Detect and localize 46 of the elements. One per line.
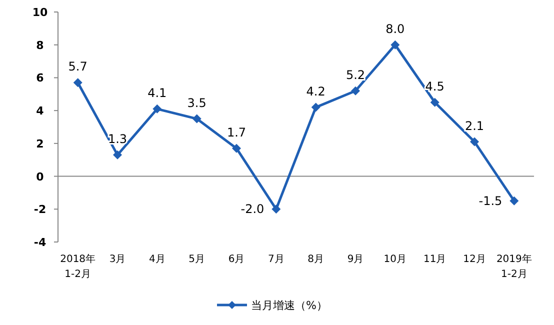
point (470, 137, 479, 146)
point (430, 98, 440, 107)
x-tick-label: 9月 (347, 254, 364, 265)
data-label: 1.3 (108, 132, 128, 146)
data-label: -2.0 (240, 202, 264, 216)
legend: 当月增速（%） (217, 299, 328, 312)
y-tick-label: -4 (34, 236, 46, 249)
y-tick-label: 4 (36, 104, 44, 118)
data-label: 1.7 (226, 125, 246, 140)
y-tick-label: 8 (36, 38, 44, 52)
y-tick-label: 0 (36, 170, 44, 184)
point (232, 144, 241, 153)
data-label: 4.5 (425, 79, 444, 94)
y-tick-label: 2 (36, 137, 44, 150)
point (272, 204, 281, 214)
point (311, 102, 320, 112)
x-tick-label: 12月 (463, 254, 486, 265)
point (390, 40, 400, 50)
x-tick-label: 3月 (109, 254, 126, 265)
point (73, 78, 82, 88)
data-label: -1.5 (478, 194, 502, 208)
data-label: 5.2 (346, 68, 366, 82)
data-label: 4.2 (306, 84, 326, 98)
x-tick-label: 8月 (308, 254, 324, 265)
data-label: 2.1 (464, 118, 484, 133)
point (152, 104, 162, 114)
x-tick-label: 10月 (384, 254, 407, 265)
y-tick-label: -2 (34, 203, 46, 216)
point (510, 196, 519, 206)
y-tick-label: 10 (32, 6, 48, 19)
x-tick-label: 7月 (268, 254, 284, 265)
data-label: 3.5 (187, 96, 206, 110)
x-tick-label: 4月 (148, 254, 166, 265)
data-label: 5.7 (68, 60, 88, 74)
point (192, 114, 202, 124)
point (113, 150, 122, 160)
data-label: 4.1 (148, 86, 167, 100)
x-tick-label: 2018年 1-2月 (60, 253, 96, 280)
point (351, 86, 360, 96)
x-tick-label: 5月 (188, 254, 206, 265)
x-tick-label: 11月 (423, 254, 446, 265)
y-tick-label: 6 (36, 72, 44, 85)
x-tick-label: 2019年 1-2月 (496, 253, 532, 280)
x-tick-label: 6月 (228, 254, 245, 265)
legend-label: 当月增速（%） (251, 299, 328, 312)
data-label: 8.0 (386, 22, 405, 36)
